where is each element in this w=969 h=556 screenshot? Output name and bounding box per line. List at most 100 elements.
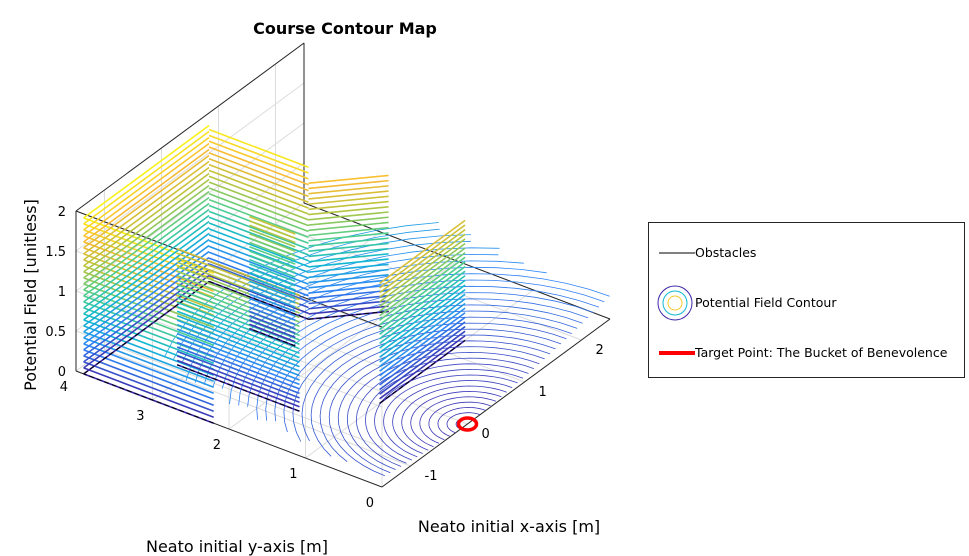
wall-contour-line bbox=[379, 330, 466, 395]
wall-contour-line bbox=[208, 128, 309, 168]
wall-contour-line bbox=[249, 310, 296, 330]
wall-contour-line bbox=[83, 154, 210, 249]
obstacle-wall bbox=[379, 219, 466, 405]
wall-contour-line bbox=[308, 226, 389, 237]
wall-contour-line bbox=[308, 232, 389, 242]
wall-contour-line bbox=[208, 146, 309, 186]
z-tick-label: 1.5 bbox=[45, 245, 66, 260]
obstacle-wall bbox=[249, 215, 296, 347]
wall-contour-line bbox=[379, 233, 466, 298]
wall-contour-line bbox=[308, 294, 389, 305]
wall-contour-line bbox=[249, 254, 296, 274]
wall-contour-line bbox=[83, 124, 210, 219]
wall-contour-line bbox=[308, 179, 389, 190]
wall-contour-line bbox=[308, 289, 389, 300]
wall-contour-line bbox=[249, 314, 296, 334]
wall-contour-line bbox=[379, 307, 466, 372]
wall-contour-line bbox=[379, 298, 466, 363]
wall-contour-line bbox=[249, 224, 296, 244]
contour-ring bbox=[310, 328, 562, 457]
wall-contour-line bbox=[308, 268, 389, 279]
obstacle-base-line bbox=[379, 339, 466, 404]
wall-contour-line bbox=[249, 233, 296, 252]
wall-contour-line bbox=[83, 232, 210, 327]
wall-contour-line bbox=[176, 319, 300, 368]
z-tick-label: 2 bbox=[58, 205, 66, 220]
legend-label-obstacles: Obstacles bbox=[695, 245, 757, 260]
wall-contour-line bbox=[83, 256, 210, 351]
wall-contour-line bbox=[379, 321, 466, 386]
wall-contour-line bbox=[83, 274, 210, 369]
wall-contour-line bbox=[176, 323, 300, 372]
legend-item-obstacles: Obstacles bbox=[649, 233, 964, 273]
obstacle-base-line bbox=[83, 373, 214, 424]
wall-contour-line bbox=[308, 190, 389, 200]
legend: Obstacles Potential Field Contour Target… bbox=[648, 222, 965, 378]
wall-contour-line bbox=[308, 185, 389, 195]
wall-contour-line bbox=[379, 261, 466, 326]
wall-contour-line bbox=[308, 258, 389, 268]
contour-ring bbox=[419, 396, 497, 444]
wall-contour-line bbox=[176, 306, 300, 354]
wall-contour-line bbox=[308, 263, 389, 273]
obstacle-base-line bbox=[249, 328, 296, 347]
wall-contour-line bbox=[249, 228, 296, 248]
x-tick-label: 0 bbox=[482, 427, 490, 442]
legend-label-target: Target Point: The Bucket of Benevolence bbox=[695, 345, 948, 360]
wall-contour-line bbox=[308, 300, 389, 310]
wall-contour-line bbox=[379, 293, 466, 358]
wall-contour-line bbox=[83, 214, 210, 309]
wall-contour-line bbox=[83, 238, 210, 333]
wall-contour-line bbox=[208, 169, 309, 209]
wall-contour-line bbox=[208, 274, 309, 315]
wall-contour-line bbox=[249, 280, 296, 300]
y-tick-label: 1 bbox=[289, 467, 297, 482]
target-line-icon bbox=[659, 351, 695, 355]
wall-contour-line bbox=[308, 211, 389, 221]
wall-contour-line bbox=[308, 247, 389, 258]
wall-contour-line bbox=[308, 216, 389, 226]
contour-ring bbox=[229, 273, 610, 405]
obstacles-line-icon bbox=[659, 252, 695, 254]
legend-item-target: Target Point: The Bucket of Benevolence bbox=[649, 333, 964, 373]
contour-ring bbox=[428, 401, 491, 441]
wall-contour-line bbox=[379, 279, 466, 345]
wall-contour-line bbox=[379, 316, 466, 381]
wall-contour-line bbox=[208, 175, 309, 215]
wall-contour-line bbox=[176, 341, 300, 390]
wall-contour-line bbox=[379, 238, 466, 303]
legend-label-contour: Potential Field Contour bbox=[695, 295, 837, 310]
wall-contour-line bbox=[249, 258, 296, 278]
wall-contour-line bbox=[308, 242, 389, 252]
wall-contour-line bbox=[83, 172, 210, 267]
z-tick-label: 0.5 bbox=[45, 325, 66, 340]
y-tick-label: 4 bbox=[60, 380, 68, 395]
wall-contour-line bbox=[83, 148, 210, 243]
wall-contour-line bbox=[83, 262, 210, 357]
contour-ring bbox=[301, 322, 567, 442]
wall-contour-line bbox=[249, 215, 296, 235]
obstacle-base-line bbox=[208, 281, 309, 320]
contour-ring bbox=[446, 412, 480, 434]
wall-contour-line bbox=[176, 337, 300, 386]
x-tick-label: 1 bbox=[539, 385, 547, 400]
contour-ring bbox=[401, 385, 507, 451]
wall-contour-line bbox=[176, 355, 300, 404]
target-point-marker bbox=[456, 416, 479, 432]
y-axis-label: Neato initial y-axis [m] bbox=[146, 537, 328, 556]
wall-contour-line bbox=[379, 219, 466, 285]
wall-contour-line bbox=[379, 247, 466, 312]
contour-ring bbox=[185, 240, 471, 381]
wall-contour-line bbox=[249, 263, 296, 283]
wall-contour-line bbox=[83, 226, 210, 321]
wall-contour-line bbox=[176, 346, 300, 395]
wall-contour-line bbox=[208, 181, 309, 221]
wall-contour-line bbox=[83, 202, 210, 297]
wall-contour-line bbox=[208, 163, 309, 204]
wall-contour-line bbox=[249, 289, 296, 308]
wall-contour-line bbox=[249, 302, 296, 321]
wall-contour-line bbox=[308, 279, 389, 289]
box-floor-right bbox=[303, 202, 611, 320]
wall-contour-line bbox=[208, 157, 309, 198]
